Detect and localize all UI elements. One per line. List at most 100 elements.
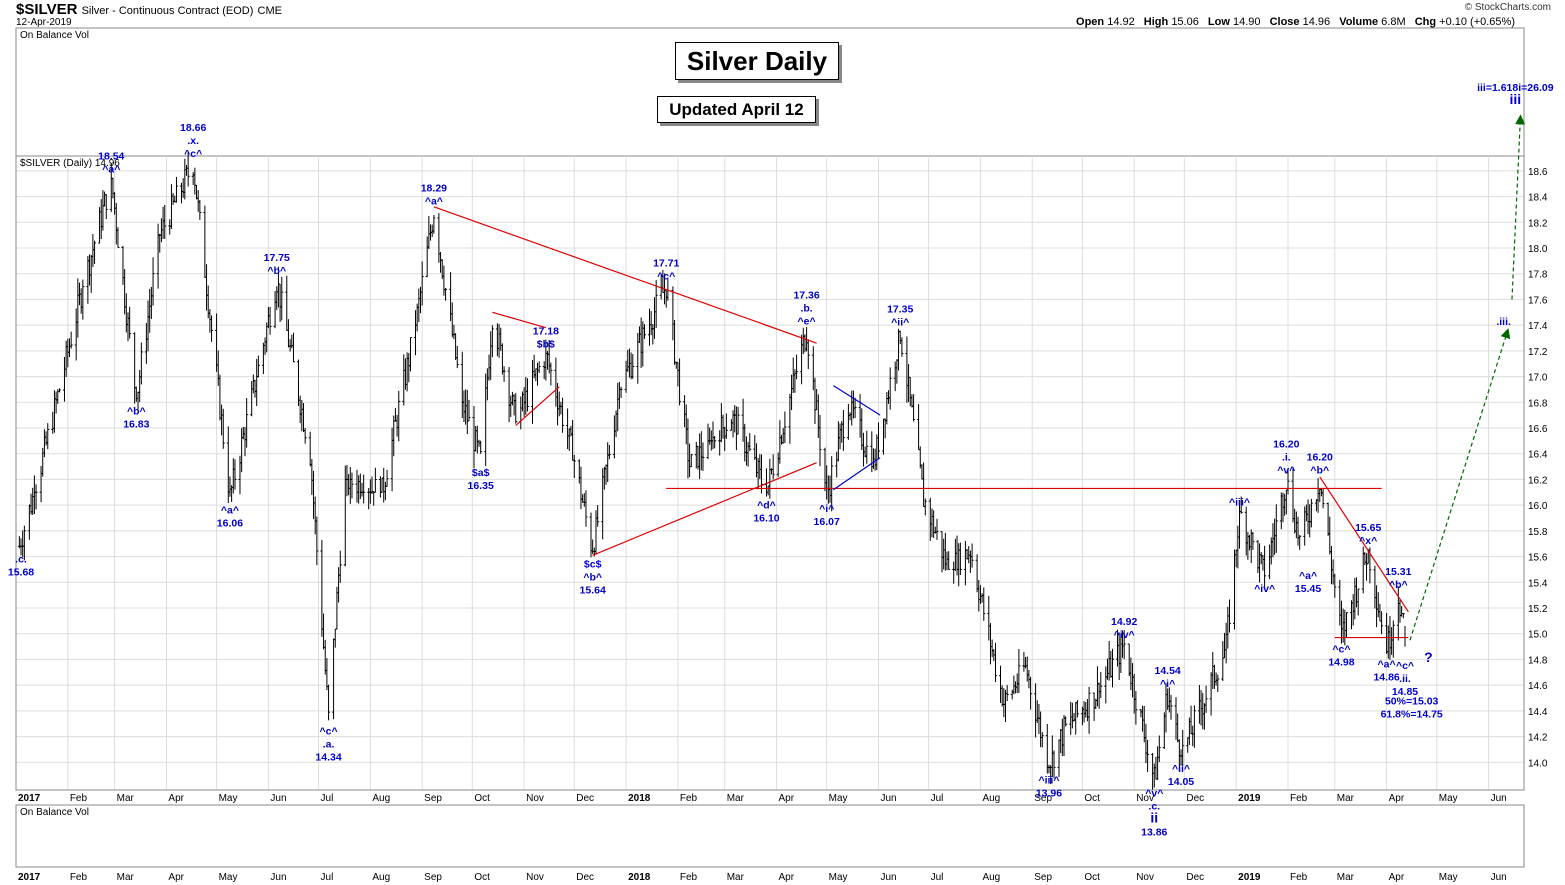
- low-value: 14.90: [1232, 16, 1261, 28]
- x-tick-label: Jul: [931, 793, 944, 804]
- y-tick-label: 15.2: [1528, 604, 1548, 615]
- x-tick-label: 2017: [18, 872, 41, 883]
- wave-label: .ii.: [1399, 673, 1411, 685]
- y-tick-label: 14.0: [1528, 758, 1548, 769]
- x-tick-label: 2017: [18, 793, 41, 804]
- x-tick-label: Jun: [270, 793, 286, 804]
- x-tick-label: Feb: [70, 872, 88, 883]
- y-tick-label: 16.2: [1528, 475, 1548, 486]
- wave-label: ^b^: [127, 405, 146, 417]
- wave-label: 16.20: [1273, 438, 1299, 450]
- blue-trendline: [833, 385, 881, 416]
- wave-label: 17.75: [264, 252, 290, 264]
- wave-label: 17.35: [887, 304, 913, 316]
- wave-label: .c.: [1148, 800, 1160, 812]
- projection-arrow: [1511, 114, 1526, 300]
- symbol-line: $SILVER Silver - Continuous Contract (EO…: [16, 1, 282, 18]
- wave-label: $b$: [537, 338, 555, 350]
- updated-label: Updated April 12: [657, 96, 816, 123]
- wave-label: .a.: [323, 739, 335, 751]
- x-tick-label: Jun: [1491, 793, 1507, 804]
- x-tick-label: Jul: [931, 872, 944, 883]
- wave-label: iii: [1509, 91, 1521, 107]
- wave-label: 13.86: [1141, 826, 1167, 838]
- x-tick-label: May: [219, 793, 238, 804]
- x-tick-label: Aug: [982, 872, 1000, 883]
- x-tick-label: May: [829, 872, 848, 883]
- wave-label: .x.: [187, 135, 199, 147]
- y-tick-label: 15.4: [1528, 578, 1548, 589]
- wave-label: 17.36: [793, 289, 819, 301]
- chart-frame: [15, 27, 1525, 868]
- obv-label-bottom: On Balance Vol: [20, 807, 89, 818]
- x-tick-label: Jun: [1491, 872, 1507, 883]
- y-tick-label: 14.6: [1528, 681, 1548, 692]
- x-tick-label: Mar: [727, 872, 745, 883]
- wave-label: ^i^: [1160, 678, 1175, 690]
- wave-label: 15.31: [1385, 566, 1411, 578]
- wave-label: .iii.: [1496, 316, 1511, 328]
- projection-arrow: [1409, 328, 1511, 641]
- wave-label: ^a^: [1299, 570, 1317, 582]
- x-tick-label: Jun: [270, 872, 286, 883]
- y-tick-label: 16.4: [1528, 450, 1548, 461]
- high-label: High: [1143, 16, 1169, 28]
- x-tick-label: Feb: [70, 793, 88, 804]
- wave-label: ^a^: [102, 164, 120, 176]
- wave-label: 18.54: [98, 151, 124, 163]
- x-tick-label: Nov: [1136, 872, 1154, 883]
- x-tick-label: Nov: [526, 872, 544, 883]
- x-tick-label: Feb: [680, 793, 698, 804]
- symbol-description: Silver - Continuous Contract (EOD): [81, 5, 254, 17]
- wave-label: 13.96: [1036, 787, 1062, 799]
- y-tick-label: 17.4: [1528, 321, 1548, 332]
- price-panel-label: $SILVER (Daily) 14.96: [20, 158, 120, 169]
- x-tick-label: 2018: [628, 793, 651, 804]
- x-tick-label: Mar: [117, 793, 135, 804]
- x-tick-label: Aug: [982, 793, 1000, 804]
- y-tick-label: 15.6: [1528, 553, 1548, 564]
- x-tick-label: May: [1439, 793, 1458, 804]
- x-tick-label: Apr: [168, 872, 184, 883]
- x-tick-label: Sep: [1034, 872, 1052, 883]
- wave-label: 18.66: [180, 122, 206, 134]
- wave-label: ^iii^: [1229, 497, 1250, 509]
- wave-label: ^d^: [757, 499, 776, 511]
- x-tick-label: Apr: [1389, 872, 1405, 883]
- wave-label: ^ii^: [891, 317, 909, 329]
- x-tick-label: Apr: [1389, 793, 1405, 804]
- x-tick-label: May: [219, 872, 238, 883]
- y-tick-label: 18.4: [1528, 193, 1548, 204]
- wave-label: 18.29: [421, 183, 447, 195]
- wave-annotations: .c.15.6818.54^a^^b^16.8318.66.x.^c^^a^16…: [8, 82, 1554, 838]
- x-tick-label: Feb: [1290, 793, 1308, 804]
- y-tick-label: 17.0: [1528, 373, 1548, 384]
- y-tick-label: 18.0: [1528, 244, 1548, 255]
- x-tick-label: Dec: [576, 872, 594, 883]
- x-tick-label: Jul: [321, 793, 334, 804]
- chg-value: +0.10 (+0.65%): [1439, 16, 1515, 28]
- wave-label: 16.35: [468, 480, 494, 492]
- wave-label: ^c^: [1396, 660, 1414, 672]
- x-tick-label: Sep: [424, 872, 442, 883]
- x-tick-label: Mar: [1337, 872, 1355, 883]
- wave-label: ^v^: [1277, 464, 1295, 476]
- wave-label: ^b^: [1310, 464, 1329, 476]
- wave-label: iii=1.618i=26.09: [1477, 82, 1554, 94]
- wave-label: ^iv^: [1254, 583, 1275, 595]
- x-tick-label: Mar: [1337, 793, 1355, 804]
- x-tick-label: May: [829, 793, 848, 804]
- wave-label: ^x^: [1359, 535, 1377, 547]
- low-label: Low: [1207, 16, 1230, 28]
- x-tick-label: Feb: [680, 872, 698, 883]
- wave-label: ^c^: [1332, 643, 1350, 655]
- symbol: $SILVER: [16, 1, 78, 18]
- x-tick-label: Oct: [474, 793, 490, 804]
- wave-label: ^iii^: [1038, 774, 1059, 786]
- wave-label: 14.05: [1168, 776, 1194, 788]
- chart-date: 12-Apr-2019: [16, 17, 72, 28]
- x-tick-label: Nov: [1136, 793, 1154, 804]
- x-tick-label: Jul: [321, 872, 334, 883]
- wave-label: 15.45: [1295, 583, 1321, 595]
- y-tick-label: 16.6: [1528, 424, 1548, 435]
